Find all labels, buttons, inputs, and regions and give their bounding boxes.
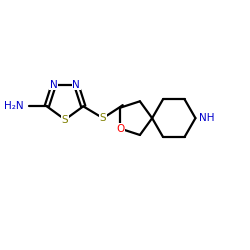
Text: N: N [72,80,80,90]
Text: H₂N: H₂N [4,101,23,111]
Text: O: O [116,124,124,134]
Text: N: N [50,80,58,90]
Text: NH: NH [199,113,215,123]
Text: S: S [62,114,68,124]
Text: S: S [100,113,106,123]
